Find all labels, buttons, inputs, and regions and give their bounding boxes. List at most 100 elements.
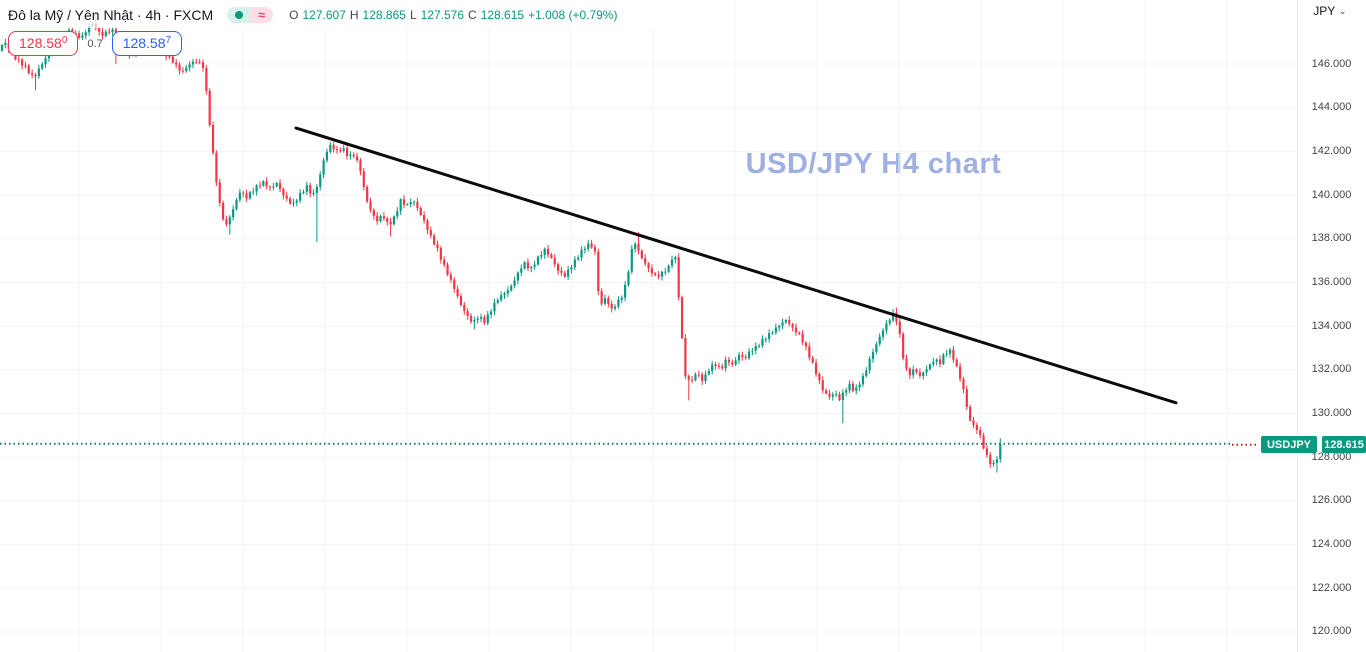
candle-body <box>84 32 87 36</box>
candle-body <box>205 68 208 91</box>
candle-body <box>171 56 174 63</box>
candle-body <box>761 339 764 346</box>
currency-selector[interactable]: JPY ⌄ <box>1297 4 1363 18</box>
candle-body <box>680 297 684 338</box>
price-tick-label: 126.000 <box>1311 494 1352 507</box>
candle-body <box>888 320 891 324</box>
candle-body <box>758 345 761 347</box>
candle-body <box>828 393 831 397</box>
candle-body <box>369 201 372 210</box>
candle-body <box>335 149 339 151</box>
candle-body <box>275 182 278 187</box>
candle-body <box>479 317 483 319</box>
candle-body <box>503 293 506 296</box>
price-tick-label: 130.000 <box>1311 407 1352 420</box>
candle-body <box>436 244 439 249</box>
candle-body <box>208 90 211 125</box>
sell-button[interactable]: 128.58 0 <box>8 31 79 56</box>
price-tick-label: 124.000 <box>1311 538 1352 551</box>
candle-body <box>697 374 700 376</box>
candle-body <box>590 243 593 248</box>
candle-body <box>831 394 834 397</box>
candle-body <box>818 373 821 381</box>
candle-body <box>523 262 526 269</box>
candle-body <box>426 220 429 231</box>
price-tick-label: 136.000 <box>1311 275 1352 288</box>
candle-body <box>714 364 717 366</box>
candle-body <box>101 31 104 36</box>
candle-body <box>577 257 580 260</box>
candle-body <box>741 354 744 357</box>
candle-body <box>553 257 556 265</box>
price-tick-label: 142.000 <box>1311 144 1352 157</box>
candle-body <box>372 209 375 216</box>
candle-body <box>329 144 332 152</box>
candle-body <box>386 218 389 222</box>
candle-body <box>670 259 674 266</box>
candle-body <box>439 248 442 260</box>
candle-body <box>932 361 935 365</box>
candle-body <box>868 358 871 371</box>
candle-body <box>895 312 898 322</box>
candle-body <box>530 266 533 269</box>
candle-body <box>379 216 382 222</box>
candle-body <box>108 31 111 33</box>
candle-body <box>245 193 248 199</box>
candle-body <box>972 420 975 425</box>
candle-body <box>232 209 235 218</box>
candle-body <box>248 192 251 199</box>
candle-body <box>881 330 885 337</box>
candle-body <box>838 394 841 401</box>
price-scale[interactable] <box>1297 0 1366 652</box>
candle-body <box>563 272 566 277</box>
trendline-drawing[interactable] <box>294 126 1178 405</box>
high-value: 128.865 <box>362 8 406 22</box>
candle-body <box>979 430 982 436</box>
candle-body <box>543 248 546 256</box>
candle-body <box>345 148 349 157</box>
candle-body <box>704 374 707 381</box>
candle-body <box>885 323 888 331</box>
candle-body <box>402 199 406 205</box>
candle-body <box>918 372 921 376</box>
candle-body <box>691 379 694 381</box>
candle-body <box>540 255 543 257</box>
price-tick-label: 132.000 <box>1311 363 1352 376</box>
candle-body <box>526 262 530 269</box>
candle-body <box>747 351 751 359</box>
candle-body <box>567 269 570 277</box>
candle-body <box>811 357 814 363</box>
legend-backdrop <box>0 0 720 28</box>
buy-button[interactable]: 128.58 7 <box>111 31 183 56</box>
candle-body <box>356 156 359 161</box>
candle-body <box>707 370 710 375</box>
candle-body <box>664 271 667 273</box>
candle-body <box>701 374 704 381</box>
candle-body <box>34 74 37 77</box>
candle-body <box>922 372 925 376</box>
price-tick-label: 144.000 <box>1311 101 1352 114</box>
candle-body <box>289 198 292 204</box>
approx-price-icon: ≈ <box>250 7 274 23</box>
candle-body <box>768 333 771 339</box>
candle-body <box>607 298 610 304</box>
candle-body <box>339 150 342 151</box>
candle-body <box>235 199 238 210</box>
candle-body <box>218 182 221 203</box>
candle-body <box>644 258 647 264</box>
candle-body <box>620 297 623 300</box>
candle-body <box>443 259 446 265</box>
candle-body <box>677 257 680 298</box>
candle-body <box>814 362 818 374</box>
market-status-toggle[interactable]: ≈ <box>227 7 274 23</box>
candle-body <box>875 344 878 352</box>
candle-body <box>744 356 747 359</box>
candle-body <box>788 320 791 324</box>
price-tick-label: 140.000 <box>1311 188 1352 201</box>
symbol-title[interactable]: Đô la Mỹ / Yên Nhật · 4h · FXCM <box>8 7 214 23</box>
candle-body <box>955 359 958 367</box>
candle-body <box>312 193 315 194</box>
candle-body <box>513 280 516 286</box>
price-tick-label: 120.000 <box>1311 625 1352 638</box>
